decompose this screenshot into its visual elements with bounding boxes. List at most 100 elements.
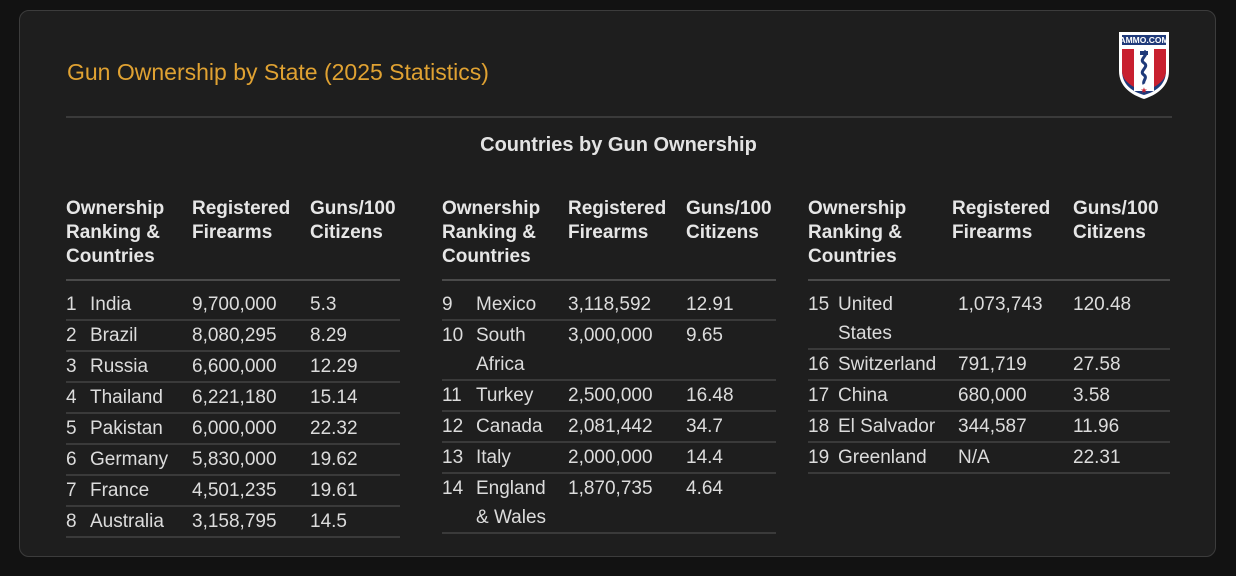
per100: 11.96 <box>1073 416 1120 437</box>
table-row: 19 Greenland N/A 22.31 <box>808 443 1170 474</box>
firearms: 5,830,000 <box>192 449 277 470</box>
table-row: 17 China 680,000 3.58 <box>808 381 1170 412</box>
table-row: 10 South Africa 3,000,000 9.65 <box>442 321 776 381</box>
title-divider <box>66 116 1172 118</box>
table-header: Ownership Ranking & Countries Registered… <box>808 197 1170 281</box>
country: India <box>90 294 132 315</box>
table-header: Ownership Ranking & Countries Registered… <box>66 197 400 281</box>
country: Italy <box>476 447 511 468</box>
table-subtitle: Countries by Gun Ownership <box>480 134 757 156</box>
stats-card: Gun Ownership by State (2025 Statistics)… <box>19 10 1216 557</box>
ranking-table-3: Ownership Ranking & Countries Registered… <box>808 197 1170 474</box>
header-ranking: Ownership Ranking & Countries <box>66 198 165 267</box>
per100: 8.29 <box>310 325 347 346</box>
table-row: 5 Pakistan 6,000,000 22.32 <box>66 414 400 445</box>
table-row: 9 Mexico 3,118,592 12.91 <box>442 290 776 321</box>
firearms: 2,500,000 <box>568 385 653 406</box>
rank: 6 <box>66 449 77 470</box>
rank: 5 <box>66 418 77 439</box>
ranking-table-2: Ownership Ranking & Countries Registered… <box>442 197 776 534</box>
rank: 11 <box>442 385 462 406</box>
firearms: 344,587 <box>958 416 1027 437</box>
per100: 9.65 <box>686 325 723 346</box>
per100: 19.61 <box>310 480 358 501</box>
country: Turkey <box>476 385 534 406</box>
firearms: 680,000 <box>958 385 1027 406</box>
rank: 9 <box>442 294 453 315</box>
per100: 27.58 <box>1073 354 1121 375</box>
table-row: 3 Russia 6,600,000 12.29 <box>66 352 400 383</box>
firearms: 3,000,000 <box>568 325 653 346</box>
rank: 8 <box>66 511 77 532</box>
firearms: 4,501,235 <box>192 480 277 501</box>
country: England & Wales <box>476 478 547 528</box>
per100: 14.4 <box>686 447 723 468</box>
country: Russia <box>90 356 149 377</box>
rank: 10 <box>442 325 464 346</box>
ranking-table-1: Ownership Ranking & Countries Registered… <box>66 197 400 538</box>
per100: 12.29 <box>310 356 358 377</box>
rank: 15 <box>808 294 830 315</box>
per100: 12.91 <box>686 294 734 315</box>
country: China <box>838 385 888 406</box>
header-firearms: Registered Firearms <box>192 198 291 243</box>
rank: 7 <box>66 480 77 501</box>
country: Australia <box>90 511 164 532</box>
firearms: 1,073,743 <box>958 294 1043 315</box>
table-row: 13 Italy 2,000,000 14.4 <box>442 443 776 474</box>
rank: 16 <box>808 354 830 375</box>
per100: 3.58 <box>1073 385 1110 406</box>
firearms: N/A <box>958 447 990 468</box>
firearms: 3,118,592 <box>568 294 652 315</box>
firearms: 9,700,000 <box>192 294 277 315</box>
per100: 34.7 <box>686 416 723 437</box>
firearms: 6,600,000 <box>192 356 277 377</box>
header-ranking: Ownership Ranking & Countries <box>808 198 907 267</box>
firearms: 791,719 <box>958 354 1027 375</box>
table-row: 1 India 9,700,000 5.3 <box>66 290 400 321</box>
table-row: 18 El Salvador 344,587 11.96 <box>808 412 1170 443</box>
table-row: 8 Australia 3,158,795 14.5 <box>66 507 400 538</box>
firearms: 6,000,000 <box>192 418 277 439</box>
table-row: 14 England & Wales 1,870,735 4.64 <box>442 474 776 534</box>
per100: 15.14 <box>310 387 358 408</box>
firearms: 1,870,735 <box>568 478 653 499</box>
rank: 18 <box>808 416 830 437</box>
rank: 1 <box>66 294 77 315</box>
svg-text:★: ★ <box>1140 86 1147 95</box>
country: France <box>90 480 150 501</box>
table-row: 6 Germany 5,830,000 19.62 <box>66 445 400 476</box>
firearms: 8,080,295 <box>192 325 277 346</box>
per100: 22.32 <box>310 418 358 439</box>
rank: 2 <box>66 325 77 346</box>
per100: 120.48 <box>1073 294 1132 315</box>
firearms: 2,000,000 <box>568 447 653 468</box>
header-per100: Guns/100 Citizens <box>310 198 396 243</box>
per100: 5.3 <box>310 294 337 315</box>
country: Switzerland <box>838 354 937 375</box>
firearms: 2,081,442 <box>568 416 653 437</box>
rank: 14 <box>442 478 464 499</box>
country: Germany <box>90 449 169 470</box>
per100: 4.64 <box>686 478 723 499</box>
table-row: 16 Switzerland 791,719 27.58 <box>808 350 1170 381</box>
country: El Salvador <box>838 416 936 437</box>
country: South Africa <box>476 325 526 375</box>
rank: 13 <box>442 447 464 468</box>
table-row: 2 Brazil 8,080,295 8.29 <box>66 321 400 352</box>
table-row: 4 Thailand 6,221,180 15.14 <box>66 383 400 414</box>
header-per100: Guns/100 Citizens <box>686 198 772 243</box>
per100: 16.48 <box>686 385 734 406</box>
table-row: 12 Canada 2,081,442 34.7 <box>442 412 776 443</box>
per100: 19.62 <box>310 449 358 470</box>
svg-text:AMMO.COM: AMMO.COM <box>1119 35 1168 45</box>
rank: 17 <box>808 385 830 406</box>
header-firearms: Registered Firearms <box>952 198 1051 243</box>
page-title: Gun Ownership by State (2025 Statistics) <box>67 59 489 85</box>
rank: 12 <box>442 416 464 437</box>
header-firearms: Registered Firearms <box>568 198 667 243</box>
rank: 19 <box>808 447 830 468</box>
firearms: 6,221,180 <box>192 387 277 408</box>
table-header: Ownership Ranking & Countries Registered… <box>442 197 776 281</box>
country: Canada <box>476 416 543 437</box>
